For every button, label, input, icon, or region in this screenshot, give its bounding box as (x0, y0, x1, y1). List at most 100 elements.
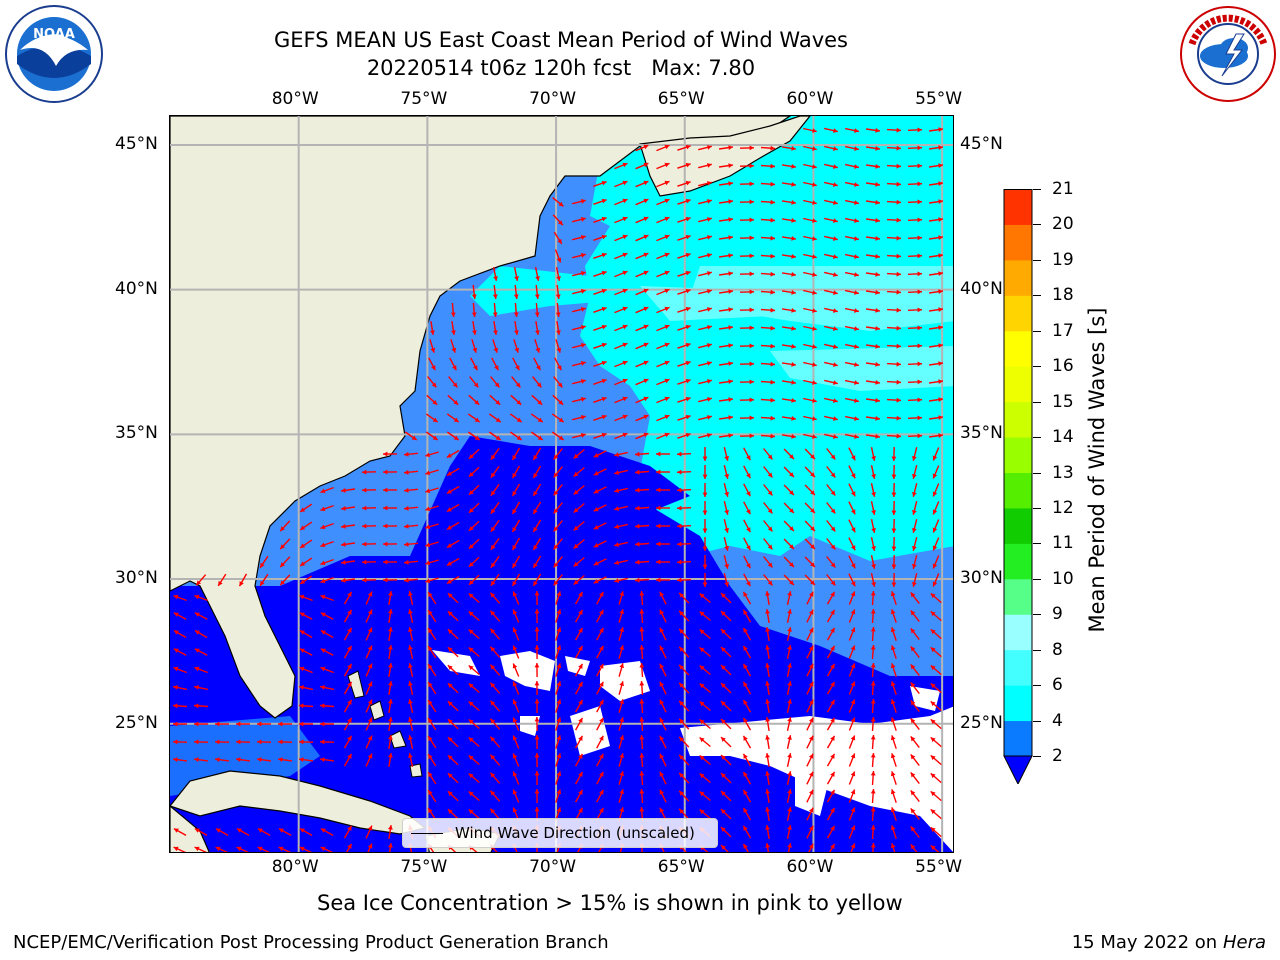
wind-wave-arrow (763, 448, 773, 460)
lat-label-right-1: 40°N (960, 278, 1003, 299)
lon-label-bottom-4: 60°W (786, 857, 834, 877)
wind-wave-arrow (448, 376, 458, 388)
wind-wave-arrow (912, 573, 918, 587)
wind-wave-arrow (677, 144, 691, 151)
wind-wave-arrow (319, 685, 335, 691)
wind-wave-arrow (299, 757, 313, 762)
lon-label-bottom-3: 65°W (657, 857, 705, 877)
colorbar-tick-12: 12 (1052, 497, 1074, 518)
wind-wave-arrow (870, 483, 876, 497)
wind-wave-arrow (786, 681, 792, 695)
wind-wave-arrow (468, 790, 480, 802)
wind-wave-arrow (446, 503, 460, 513)
wind-wave-arrow (844, 433, 860, 439)
wind-wave-arrow (765, 608, 770, 624)
wind-wave-arrow (427, 771, 437, 785)
wind-wave-arrow (614, 451, 628, 457)
wind-wave-arrow (194, 629, 208, 639)
wind-wave-arrow (320, 757, 334, 762)
wind-wave-arrow (678, 790, 690, 802)
wind-wave-arrow (512, 591, 520, 605)
wind-wave-arrow (343, 735, 353, 749)
wind-wave-arrow (824, 253, 838, 259)
wind-wave-arrow (403, 487, 419, 493)
colorbar-segment (1004, 614, 1032, 651)
wind-wave-arrow (677, 234, 691, 241)
wind-wave-arrow (553, 448, 563, 460)
wind-wave-arrow (299, 846, 313, 852)
wind-wave-arrow (781, 434, 797, 439)
wind-wave-arrow (910, 591, 920, 605)
colorbar-segment (1004, 366, 1032, 403)
wind-wave-arrow (320, 522, 334, 530)
wind-wave-arrow (824, 379, 838, 385)
wind-wave-arrow (930, 808, 942, 820)
wind-wave-arrow (698, 145, 712, 151)
colorbar-tick-mark (1033, 366, 1041, 368)
wind-wave-arrow (659, 753, 667, 767)
wind-wave-arrow (596, 753, 604, 767)
lon-label-bottom-0: 80°W (271, 857, 319, 877)
wind-wave-arrow (298, 703, 314, 709)
colorbar-segment (1004, 649, 1032, 686)
wind-wave-arrow (718, 379, 734, 384)
wind-wave-arrow (886, 127, 902, 133)
wind-wave-arrow (614, 487, 628, 493)
wind-wave-arrow (635, 306, 649, 314)
wind-wave-arrow (574, 627, 584, 641)
wind-wave-arrow (446, 557, 460, 567)
wind-wave-arrow (742, 681, 752, 695)
wind-wave-arrow (532, 537, 542, 551)
wind-wave-arrow (596, 645, 604, 659)
wind-wave-arrow (425, 577, 439, 583)
wind-wave-arrow (468, 736, 480, 748)
wind-wave-arrow (760, 289, 776, 295)
wind-wave-arrow (408, 609, 414, 623)
light-cyan-band-2 (640, 286, 780, 321)
wind-wave-arrow (468, 610, 480, 622)
wind-wave-arrow (425, 559, 439, 565)
wind-wave-arrow (639, 770, 645, 786)
cyan-sargasso (470, 266, 610, 316)
wind-wave-arrow (618, 663, 624, 677)
wind-wave-arrow (803, 271, 817, 277)
wind-wave-arrow (593, 486, 607, 494)
wind-wave-arrow (573, 466, 585, 478)
wind-wave-arrow (928, 379, 944, 384)
wind-wave-arrow (699, 700, 711, 712)
wind-wave-arrow (928, 217, 944, 222)
wind-wave-arrow (865, 200, 881, 205)
wind-wave-arrow (513, 339, 520, 353)
noaa-logo-text: NOAA (33, 27, 75, 42)
wind-wave-arrow (742, 843, 749, 852)
wind-wave-arrow (865, 290, 881, 295)
wind-wave-arrow (555, 717, 562, 731)
wind-wave-arrow (720, 592, 732, 604)
wind-wave-arrow (593, 396, 607, 403)
wind-wave-arrow (446, 485, 460, 495)
wind-wave-arrow (278, 757, 292, 762)
wind-wave-arrow (490, 519, 500, 533)
wind-wave-arrow (786, 591, 792, 605)
wind-wave-arrow (910, 735, 920, 749)
wind-wave-arrow (534, 788, 540, 804)
wind-wave-arrow (278, 721, 292, 727)
wind-wave-arrow (786, 609, 792, 623)
wind-wave-arrow (718, 325, 734, 330)
wind-wave-arrow (678, 736, 690, 748)
wind-wave-arrow (596, 717, 604, 731)
wind-wave-arrow (572, 199, 586, 205)
wind-wave-arrow (596, 771, 604, 785)
wind-wave-arrow (656, 288, 670, 296)
wind-wave-arrow (848, 447, 856, 461)
wind-wave-arrow (865, 146, 881, 151)
wind-wave-arrow (593, 414, 607, 421)
wind-wave-arrow (279, 520, 291, 532)
wind-wave-arrow (739, 343, 755, 349)
wind-wave-arrow (361, 541, 377, 547)
wind-wave-arrow (678, 610, 690, 622)
colorbar-tick-4: 4 (1052, 710, 1063, 731)
wind-wave-arrow (844, 307, 860, 313)
colorbar-extend-triangle (1003, 755, 1033, 786)
wind-wave-direction-arrows (172, 127, 944, 852)
